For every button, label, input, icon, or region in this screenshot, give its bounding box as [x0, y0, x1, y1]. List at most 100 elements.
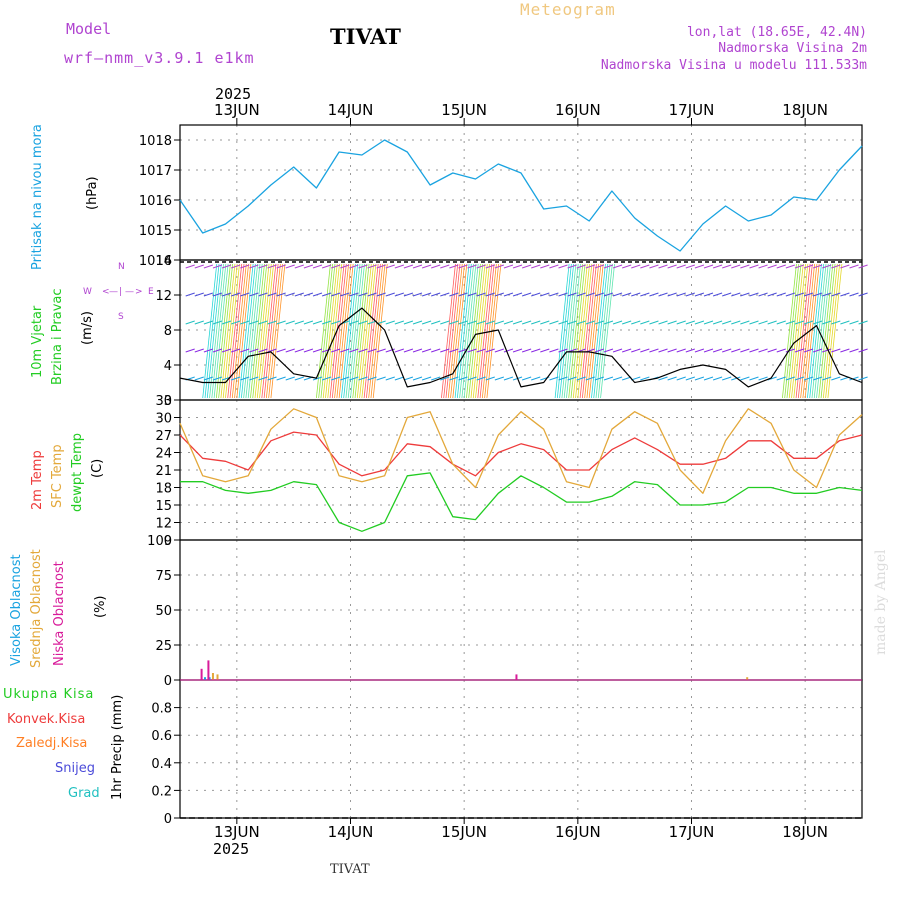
wind-arrow: [558, 320, 568, 325]
wind-arrow: [212, 348, 223, 353]
wind-arrow: [712, 264, 723, 269]
wind-barb: [782, 263, 797, 399]
wind-arrow: [822, 320, 832, 325]
wind-barb: [813, 263, 829, 399]
x-tick-label-bottom: 16JUN: [555, 823, 601, 841]
y-tick-label: 0.8: [151, 702, 172, 717]
wind-arrow: [194, 292, 204, 297]
wind-arrow: [194, 376, 204, 381]
wind-arrow: [785, 320, 796, 325]
legend-rain-total: Ukupna Kisa: [3, 687, 95, 702]
wind-arrow: [785, 348, 796, 353]
wind-arrow: [431, 264, 441, 269]
wind-arrow: [703, 320, 714, 325]
wind-barb: [461, 263, 477, 399]
wind-arrow: [240, 264, 250, 269]
wind-arrow: [340, 292, 350, 297]
wind-arrow: [276, 376, 286, 381]
wind-speed-line: [179, 307, 863, 388]
wind-arrow: [421, 320, 432, 325]
wind-arrow: [640, 320, 650, 325]
wind-arrow: [212, 292, 223, 297]
wind-arrow: [331, 292, 341, 297]
wind-arrow: [612, 292, 623, 297]
wind-arrow: [712, 320, 723, 325]
y-tick-label: 0.2: [151, 784, 172, 799]
wind-arrow: [449, 348, 459, 353]
wind-arrow: [794, 376, 805, 381]
wind-barb: [352, 263, 368, 399]
wind-arrow: [385, 320, 395, 325]
wind-arrow: [385, 348, 395, 353]
wind-barb: [788, 263, 804, 399]
wind-arrow: [285, 264, 295, 269]
wind-arrow: [367, 264, 377, 269]
wind-barb: [234, 263, 249, 399]
wind-arrow: [812, 348, 823, 353]
model-name: wrf—nmm_v3.9.1 e1km: [64, 49, 255, 67]
y-tick-label: 33: [155, 394, 172, 409]
wind-arrow: [349, 264, 359, 269]
wind-arrow: [649, 348, 659, 353]
wind-arrow: [476, 348, 486, 353]
wind-arrow: [758, 292, 768, 297]
wind-arrow: [285, 320, 295, 325]
wind-arrow: [758, 376, 768, 381]
wind-arrow: [622, 348, 632, 353]
wind-arrow: [731, 320, 741, 325]
wind-arrow: [221, 320, 232, 325]
wind-arrow: [476, 320, 486, 325]
mid-cloud-bar: [216, 674, 219, 680]
y-tick-label: 0: [164, 674, 172, 689]
coords-label: lon,lat (18.65E, 42.4N): [686, 25, 867, 40]
wind-barb: [470, 263, 486, 399]
wind-arrow: [758, 348, 768, 353]
wind-arrow: [603, 376, 614, 381]
wind-barb: [341, 263, 356, 399]
wind-arrow: [731, 292, 741, 297]
wind-arrow: [467, 376, 477, 381]
wind-arrow: [394, 320, 404, 325]
wind-barb: [581, 263, 597, 399]
wind-barb: [240, 263, 256, 399]
wind-arrow: [276, 320, 286, 325]
wind-barb: [827, 263, 843, 399]
wind-arrow: [221, 292, 232, 297]
y-tick-label: 0.6: [151, 729, 172, 744]
wind-arrow: [840, 348, 850, 353]
wind-arrow: [331, 320, 341, 325]
wind-arrow: [385, 376, 395, 381]
wind-arrow: [667, 320, 677, 325]
wind-arrow: [358, 348, 368, 353]
wind-barb: [225, 263, 240, 399]
wind-arrow: [558, 264, 568, 269]
wind-barb: [800, 263, 816, 399]
wind-barb: [215, 263, 231, 399]
wind-arrow: [567, 292, 577, 297]
wind-barb: [591, 263, 606, 399]
wind-arrow: [431, 292, 441, 297]
wind-arrow: [594, 348, 605, 353]
wind-barb: [238, 263, 254, 399]
wind-arrow: [803, 376, 814, 381]
wind-arrow: [194, 348, 204, 353]
wind-arrow: [740, 264, 750, 269]
wind-arrow: [803, 320, 814, 325]
wind-arrow: [358, 320, 368, 325]
wind-arrow: [658, 348, 668, 353]
wind-arrow: [731, 264, 741, 269]
wind-arrow: [521, 264, 532, 269]
wind-arrow: [785, 264, 796, 269]
wind-arrow: [812, 376, 823, 381]
wind-arrow: [658, 320, 668, 325]
wind-barb: [559, 263, 575, 399]
wind-arrow: [794, 348, 805, 353]
wind-arrow: [421, 264, 432, 269]
wind-arrow: [185, 292, 195, 297]
wind-arrow: [303, 264, 314, 269]
wind-arrow: [412, 264, 423, 269]
wind-arrow: [676, 292, 686, 297]
wind-barb: [452, 263, 468, 399]
wind-arrow: [512, 264, 523, 269]
